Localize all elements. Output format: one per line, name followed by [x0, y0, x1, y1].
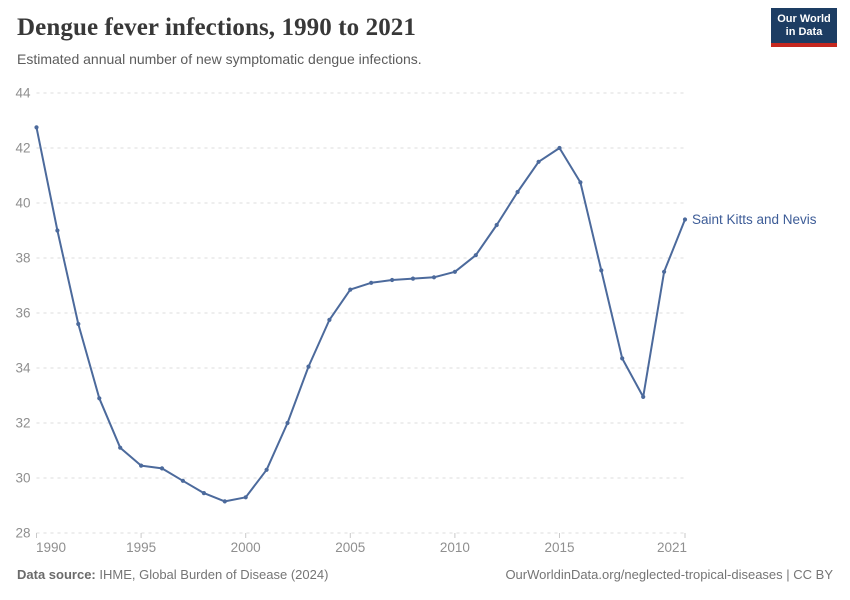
data-point-2000[interactable]	[243, 495, 248, 500]
data-point-2007[interactable]	[390, 277, 395, 283]
data-point-1996[interactable]	[159, 466, 165, 471]
data-point-2006[interactable]	[369, 280, 374, 285]
data-point-2001[interactable]	[264, 467, 269, 472]
y-axis-tick-label: 40	[15, 196, 30, 211]
series-line[interactable]	[35, 126, 686, 503]
data-source-label: Data source:	[17, 567, 96, 582]
data-point-2004[interactable]	[327, 317, 332, 322]
data-point-2005[interactable]	[348, 287, 353, 292]
data-point-2018[interactable]	[620, 356, 625, 361]
data-point-1990[interactable]	[34, 125, 39, 130]
page-title: Dengue fever infections, 1990 to 2021	[17, 14, 417, 41]
data-point-2016[interactable]	[578, 180, 583, 185]
x-axis-tick-label: 1995	[126, 540, 156, 555]
chart-subtitle: Estimated annual number of new symptomat…	[17, 51, 422, 67]
data-point-2003[interactable]	[306, 364, 311, 369]
data-point-2020[interactable]	[662, 269, 667, 274]
y-axis-tick-label: 44	[15, 86, 31, 101]
y-axis-tick-label: 28	[15, 526, 30, 541]
data-point-1997[interactable]	[180, 478, 185, 483]
x-axis-tick-label: 1990	[36, 540, 66, 555]
owid-logo-line2: in Data	[785, 26, 823, 38]
y-axis-tick-label: 32	[15, 416, 30, 431]
data-point-2021[interactable]	[682, 217, 688, 222]
y-axis-tick-label: 38	[15, 251, 30, 266]
data-source-note: Data source: IHME, Global Burden of Dise…	[17, 567, 328, 582]
y-axis-tick-label: 30	[15, 471, 30, 486]
x-axis-tick-label: 2021	[657, 540, 687, 555]
data-point-2009[interactable]	[431, 275, 437, 280]
y-axis-tick-label: 36	[15, 306, 30, 321]
data-point-2002[interactable]	[285, 420, 290, 426]
x-axis-tick-label: 2000	[231, 540, 261, 555]
x-axis-tick-label: 2010	[440, 540, 470, 555]
footer-citation-link[interactable]: OurWorldinData.org/neglected-tropical-di…	[505, 567, 833, 582]
data-point-1995[interactable]	[139, 463, 144, 468]
data-point-2019[interactable]	[641, 394, 646, 399]
data-point-1999[interactable]	[222, 499, 227, 504]
data-point-2008[interactable]	[410, 276, 416, 281]
data-point-2015[interactable]	[557, 145, 562, 151]
data-point-1992[interactable]	[76, 321, 81, 327]
data-point-2012[interactable]	[494, 222, 499, 228]
data-point-1994[interactable]	[118, 445, 123, 450]
data-point-2013[interactable]	[515, 189, 520, 195]
series-label[interactable]: Saint Kitts and Nevis	[692, 212, 817, 227]
data-point-2011[interactable]	[473, 253, 478, 258]
data-point-1993[interactable]	[97, 396, 102, 401]
x-axis-tick-label: 2015	[544, 540, 574, 555]
data-source-value: IHME, Global Burden of Disease (2024)	[95, 567, 329, 582]
data-point-1991[interactable]	[55, 228, 60, 233]
y-axis-tick-label: 42	[15, 141, 30, 156]
data-point-1998[interactable]	[201, 491, 206, 496]
owid-logo-line1: Our World	[777, 13, 831, 25]
data-point-2010[interactable]	[452, 269, 457, 274]
data-point-2017[interactable]	[599, 268, 604, 273]
owid-logo[interactable]: Our World in Data	[771, 8, 837, 47]
x-axis-tick-label: 2005	[335, 540, 365, 555]
y-axis-tick-label: 34	[15, 361, 31, 376]
data-point-2014[interactable]	[536, 159, 541, 164]
